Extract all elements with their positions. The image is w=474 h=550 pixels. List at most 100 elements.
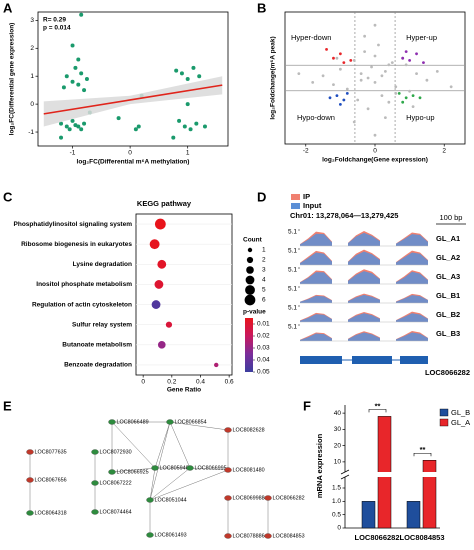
data-point [338, 103, 342, 106]
plot-frame [284, 11, 466, 145]
y-tick-label: Benzoate degradation [64, 362, 132, 369]
y-tick-label: 5.1 [288, 324, 297, 331]
track-label: GL_A1 [436, 234, 460, 243]
data-point [373, 81, 377, 84]
network-edge [169, 421, 229, 431]
coordinates: Chr01: 13,278,064—13,279,425 [290, 211, 398, 220]
data-point [82, 88, 87, 93]
significance: ** [375, 401, 381, 410]
y-tick-label: 5.1 [288, 229, 297, 236]
network-node [26, 477, 34, 483]
panel-label: A [3, 0, 13, 15]
x-tick-label: 2 [442, 148, 446, 155]
data-point [345, 92, 349, 95]
network-node [151, 465, 159, 471]
data-point [64, 74, 69, 79]
data-point [411, 94, 415, 97]
x-tick-label: 1 [186, 150, 190, 157]
node-label: LOC8066925 [117, 469, 149, 475]
data-point [411, 105, 415, 108]
node-label: LOC8067222 [100, 480, 132, 486]
x-tick-label: LOC8066282 [354, 533, 399, 542]
data-point [76, 82, 81, 87]
plot-frame [37, 11, 229, 147]
y-tick-label: 2 [30, 45, 34, 52]
y-tick-label: 0 [30, 101, 34, 108]
data-point [64, 124, 69, 129]
legend-size [246, 256, 254, 264]
track-label: GL_A3 [436, 272, 460, 281]
quadrant-label: Hyper-down [291, 33, 331, 42]
y-tick-label: 1.5 [332, 485, 341, 492]
dot [154, 218, 166, 230]
panel-label: D [257, 189, 266, 204]
annotation: R= 0.29 [43, 17, 66, 24]
network-edge [149, 467, 156, 501]
network-node [108, 419, 116, 425]
y-tick-label: Lysine degradation [73, 261, 132, 268]
node-label: LOC8078886 [233, 533, 265, 539]
data-point [342, 61, 346, 64]
colorbar-label: 0.01 [257, 321, 270, 328]
data-point [136, 124, 141, 129]
network-edge [149, 467, 191, 501]
y-tick-label: 1 [30, 73, 34, 80]
y-axis-label: mRNA expression [315, 433, 324, 498]
data-point [185, 102, 190, 107]
panel-label: C [3, 189, 13, 204]
legend-label: 4 [262, 277, 266, 284]
node-label: LOC8066282 [273, 495, 305, 501]
data-point [373, 133, 377, 137]
coverage-area [300, 232, 428, 246]
network-node [91, 509, 99, 515]
data-point [84, 77, 89, 81]
legend-size [244, 294, 256, 306]
data-point [404, 50, 408, 53]
network-node [224, 467, 232, 473]
data-point [328, 96, 332, 100]
y-tick-label: 0 [337, 525, 341, 532]
data-point [363, 50, 367, 53]
y-tick-label: Regulation of actin cytoskeleton [32, 301, 132, 308]
data-point [383, 70, 387, 73]
colorbar-label: 0.05 [257, 369, 270, 376]
node-label: LOC8059401 [160, 465, 192, 471]
data-point [394, 92, 398, 95]
x-tick-label: 0 [128, 150, 132, 157]
colorbar [245, 318, 253, 372]
dot [214, 362, 219, 368]
network-node [108, 469, 116, 475]
legend-label: 5 [262, 287, 266, 294]
data-point [70, 79, 75, 84]
data-point [394, 85, 398, 89]
coverage-area [300, 313, 428, 322]
legend-size [245, 285, 255, 295]
data-point [76, 124, 81, 129]
legend-swatch [291, 203, 300, 209]
data-point [401, 100, 405, 104]
network-node [146, 497, 154, 503]
data-point [332, 83, 335, 86]
legend-swatch [439, 408, 449, 417]
y-tick-label: Inositol phosphate metabolism [36, 281, 132, 288]
legend-label: 2 [262, 257, 266, 264]
network-node [264, 533, 272, 539]
gene-exon [300, 356, 342, 364]
legend-label: GL_B [451, 408, 470, 417]
node-label: LOC8072930 [100, 449, 132, 455]
network-node [166, 419, 174, 425]
coverage-area [300, 271, 428, 284]
legend-label: 3 [262, 267, 266, 274]
data-point [59, 135, 64, 140]
data-point [342, 98, 346, 102]
data-point [335, 94, 339, 97]
legend-size [245, 275, 255, 285]
data-point [79, 127, 84, 132]
node-label: LOC8066995 [195, 465, 227, 471]
panel-label: F [303, 398, 311, 413]
data-point [380, 94, 384, 97]
x-tick-label: 0.2 [167, 379, 176, 386]
data-point [185, 77, 190, 81]
x-tick-label: LOC8084853 [399, 533, 444, 542]
data-point [182, 124, 187, 129]
